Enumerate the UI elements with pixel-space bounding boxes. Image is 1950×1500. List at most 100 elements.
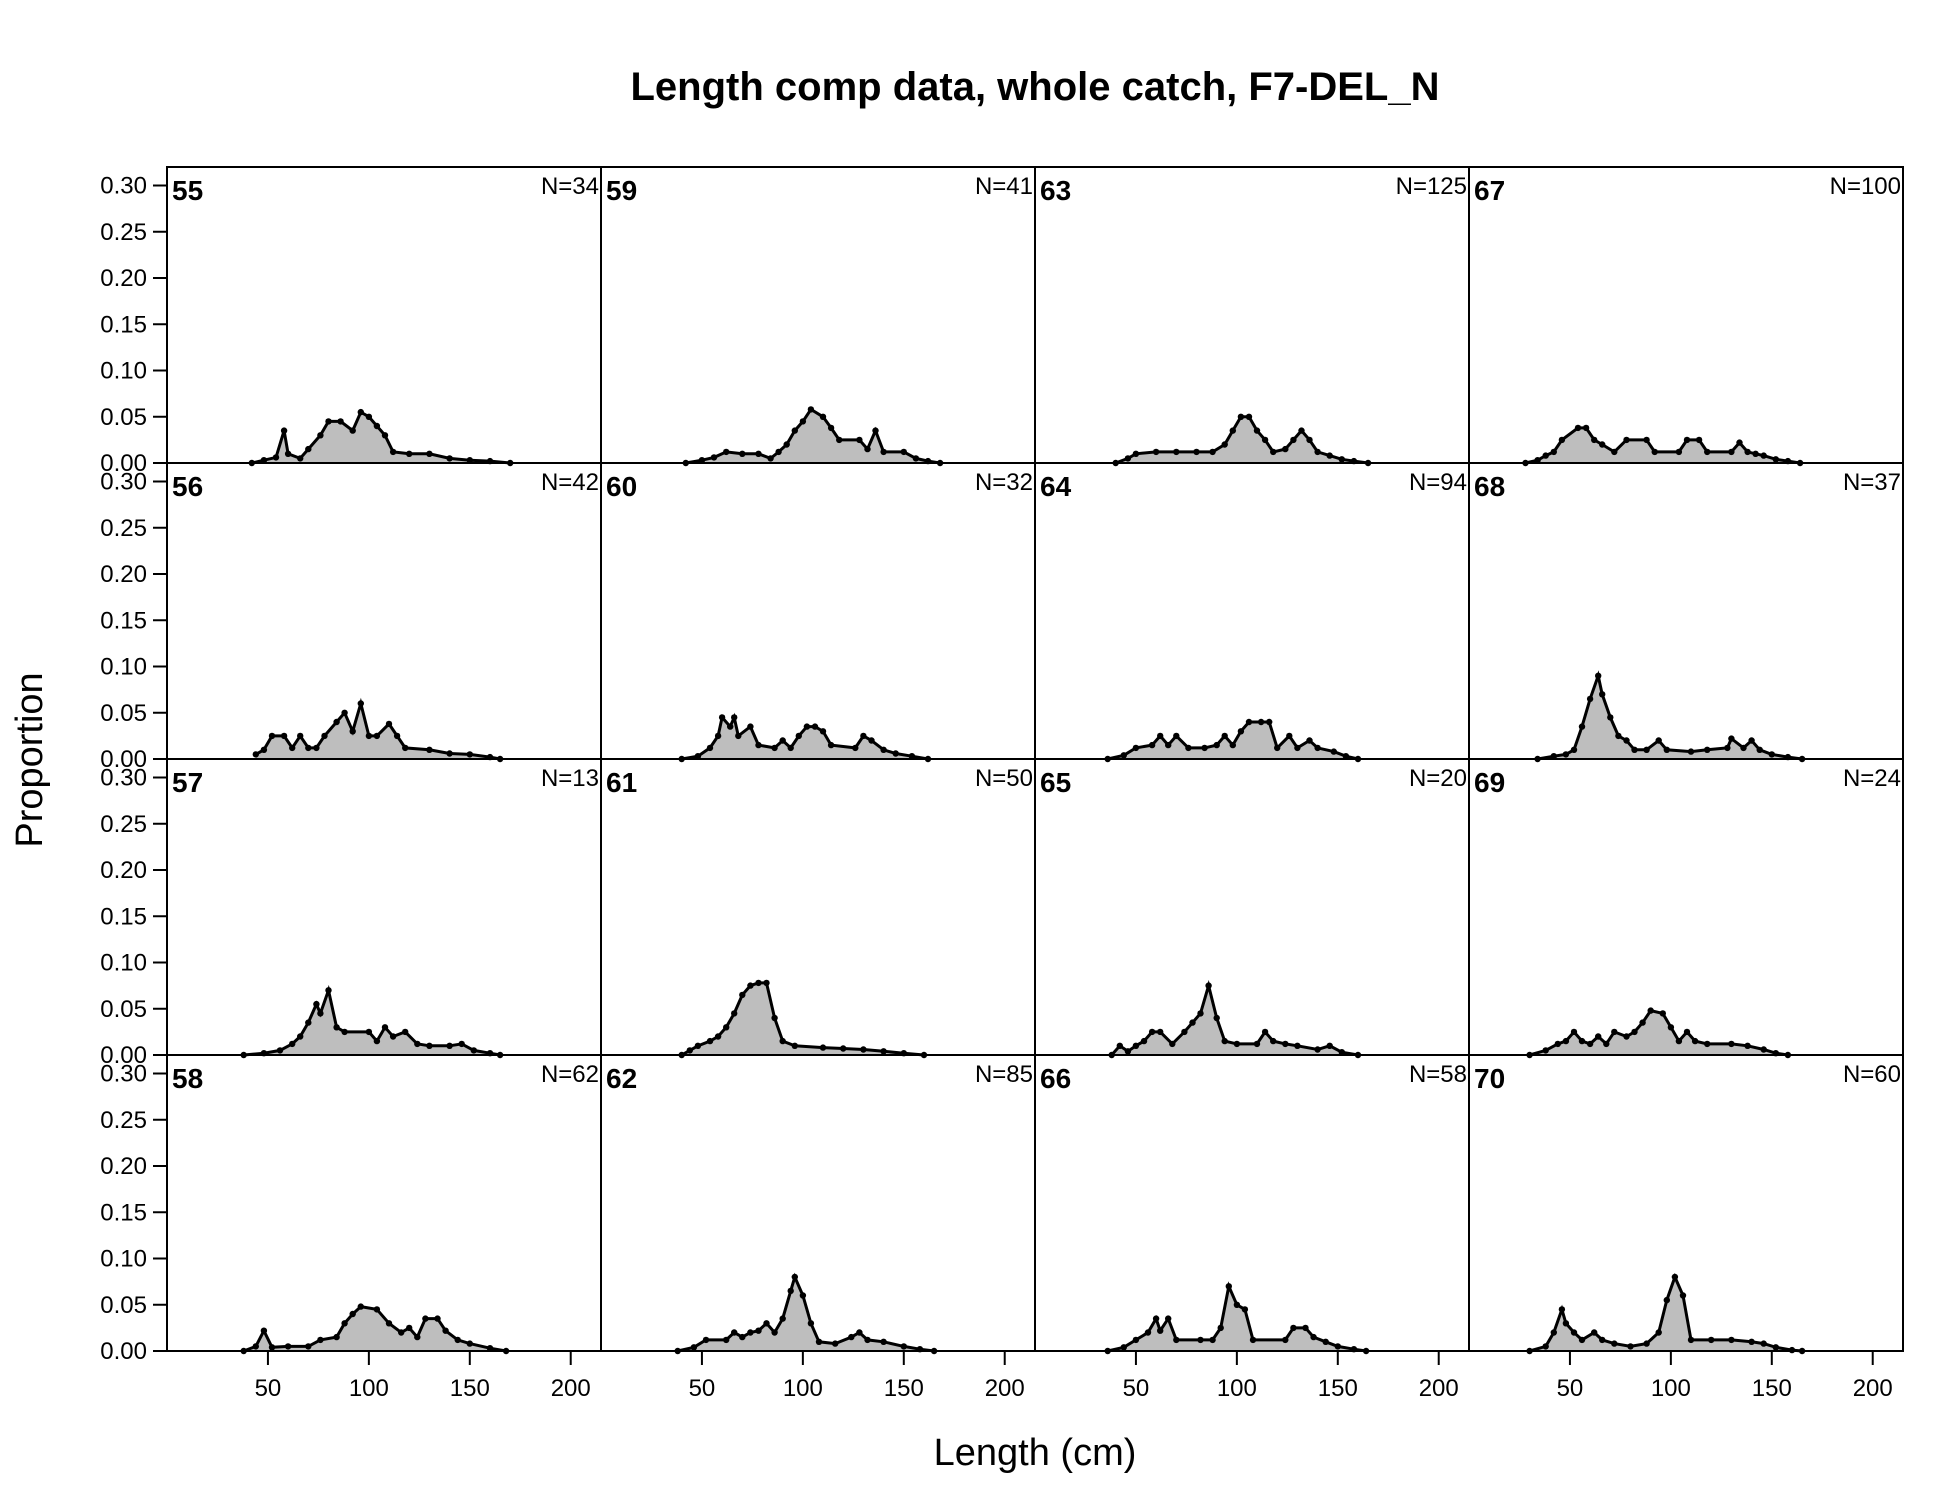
data-point (727, 723, 734, 730)
y-tick-label: 0.00 (100, 746, 147, 773)
data-point (1124, 455, 1132, 462)
data-point (280, 732, 288, 740)
data-point (1756, 746, 1763, 753)
data-point (325, 418, 332, 425)
data-point (1728, 1336, 1735, 1344)
data-point (276, 1047, 284, 1054)
data-point (1233, 1040, 1241, 1048)
data-point (365, 413, 373, 420)
data-point (1736, 439, 1743, 446)
data-point (1570, 1028, 1578, 1036)
data-point (1157, 1327, 1164, 1334)
data-point (1189, 1019, 1196, 1026)
data-point (1120, 752, 1128, 759)
panel-55: 55 N=34 (166, 166, 602, 467)
data-point (1639, 1019, 1646, 1026)
data-point (1586, 695, 1594, 703)
data-point (1562, 1037, 1570, 1045)
panel-label-60: 60 (606, 471, 637, 502)
data-point (723, 448, 730, 456)
data-point (1225, 1283, 1233, 1290)
data-point (268, 732, 276, 740)
data-point (1322, 1338, 1329, 1346)
data-point (1724, 744, 1731, 752)
data-point (1554, 1040, 1562, 1048)
data-point (767, 455, 774, 462)
data-point (1691, 1037, 1699, 1045)
data-point (1728, 448, 1735, 456)
data-point (908, 753, 916, 760)
data-point (1687, 1336, 1695, 1344)
y-tick-label: 0.30 (100, 1061, 147, 1088)
data-point (406, 450, 413, 457)
area-fill-62 (677, 1277, 935, 1351)
data-point (1663, 746, 1671, 753)
panel-label-57: 57 (172, 767, 203, 798)
data-point (1582, 424, 1590, 432)
data-point (325, 987, 332, 994)
data-point (333, 718, 340, 726)
data-point (864, 445, 871, 453)
data-point (1132, 1336, 1140, 1344)
data-point (779, 1315, 786, 1322)
panel-label-56: 56 (172, 471, 203, 502)
y-tick-label: 0.20 (100, 561, 147, 588)
data-point (297, 732, 304, 740)
data-point (872, 427, 879, 434)
data-point (414, 1333, 421, 1341)
y-tick-label: 0.25 (100, 219, 147, 246)
data-point (1748, 737, 1755, 744)
data-point (815, 1338, 823, 1346)
panel-frame-70 (1468, 1054, 1904, 1352)
data-point (297, 1033, 304, 1040)
data-point (706, 1037, 714, 1045)
data-point (1233, 1301, 1241, 1309)
x-tick-label: 50 (689, 1375, 716, 1402)
data-point (690, 1344, 698, 1351)
data-point (373, 422, 381, 430)
data-point (1562, 751, 1570, 758)
data-point (365, 1028, 373, 1036)
data-point (791, 1042, 798, 1050)
data-point (912, 455, 920, 462)
data-point (381, 432, 389, 439)
data-point (1338, 456, 1346, 463)
y-tick-label: 0.25 (100, 515, 147, 542)
data-point (1209, 448, 1216, 456)
data-point (313, 744, 320, 752)
data-point (1213, 1014, 1220, 1022)
x-tick-label: 50 (255, 1375, 282, 1402)
y-tick-label: 0.20 (100, 857, 147, 884)
area-fill-63 (1115, 416, 1369, 463)
data-point (827, 741, 835, 749)
data-point (402, 744, 409, 752)
data-point (1282, 1336, 1289, 1344)
data-point (1116, 1042, 1124, 1050)
y-tick-label: 0.15 (100, 903, 147, 930)
data-point (333, 1333, 340, 1341)
y-tick-label: 0.05 (100, 700, 147, 727)
panel-58: 58 N=62 (166, 1054, 602, 1355)
panel-label-62: 62 (606, 1063, 637, 1094)
data-point (1286, 732, 1293, 740)
panel-n-63: N=125 (1396, 173, 1467, 200)
data-point (1655, 737, 1662, 744)
data-point (349, 1310, 356, 1318)
panel-label-65: 65 (1040, 767, 1071, 798)
data-point (1595, 1033, 1602, 1040)
data-point (1704, 1040, 1711, 1048)
data-point (795, 732, 802, 740)
data-point (1132, 744, 1140, 752)
data-point (313, 1000, 320, 1008)
data-point (373, 732, 381, 740)
panel-frame-68 (1468, 462, 1904, 760)
data-point (783, 441, 790, 448)
y-axis-label: Proportion (9, 672, 51, 847)
data-point (864, 1336, 871, 1344)
data-point (1229, 741, 1237, 749)
data-point (1148, 741, 1156, 749)
data-point (252, 751, 259, 758)
data-point (1704, 448, 1711, 456)
y-tick-label: 0.30 (100, 173, 147, 200)
